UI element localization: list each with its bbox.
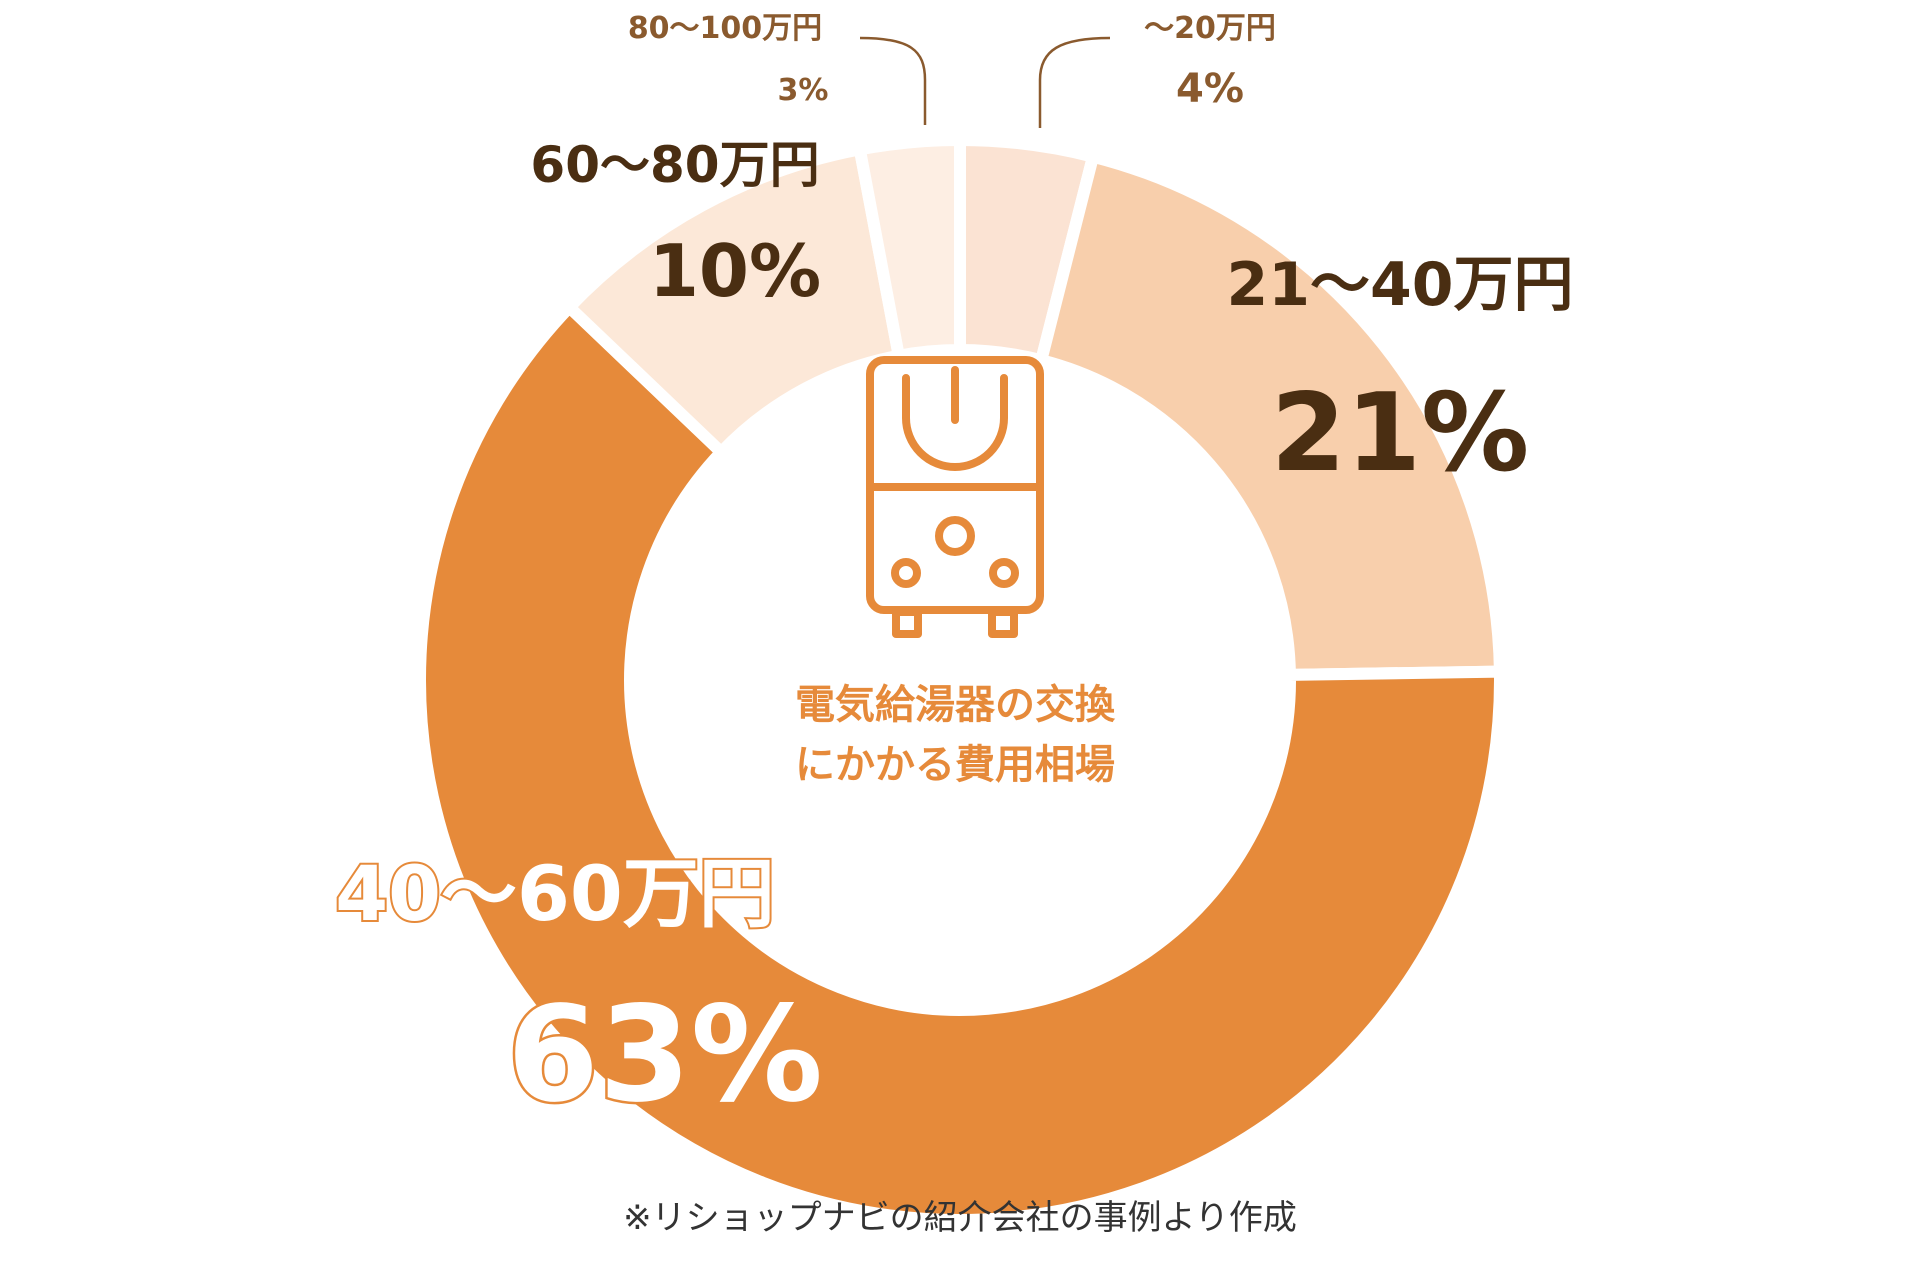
slice-value-label: 63% [507,978,823,1132]
leader-line [859,36,927,125]
slice-value-label: 3% [778,73,829,108]
footnote: ※リショップナビの紹介会社の事例より作成 [623,1198,1297,1238]
slice-name-label: 80〜100万円 [628,11,822,46]
slice-name-label: 40〜60万円 [335,849,775,938]
center-title-line-1: 電気給湯器の交換 [795,682,1116,728]
slice-name-label: 60〜80万円 [530,136,819,194]
leader-lines [859,36,1111,128]
slice-name-label: 〜20万円 [1144,11,1276,46]
donut-slices [414,133,1507,1226]
slice-value-label: 10% [649,229,821,313]
center-title-line-2: にかかる費用相場 [795,742,1115,788]
slice-value-label: 4% [1176,66,1244,112]
donut-slice [852,133,966,363]
slice-value-label: 21% [1271,371,1530,496]
slice-name-label: 21〜40万円 [1227,250,1574,320]
leader-line [1038,36,1111,128]
water-heater-icon [866,356,1044,638]
donut-slice [414,298,1506,1226]
donut-slice [1033,149,1507,681]
